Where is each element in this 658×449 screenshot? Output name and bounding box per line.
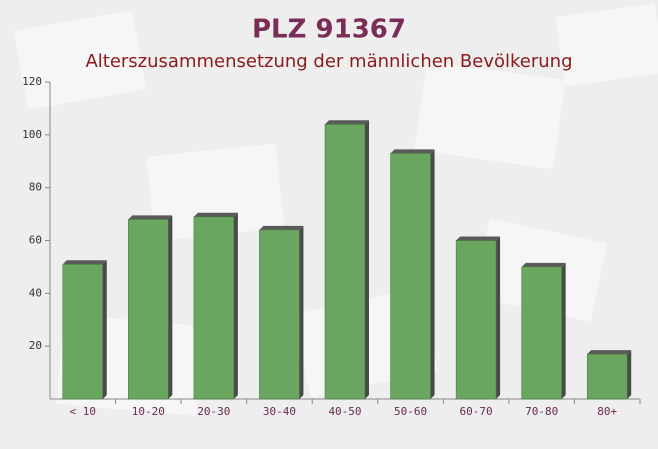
bar-side: [430, 149, 435, 399]
x-tick-label: 60-70: [460, 405, 493, 418]
bar: [128, 219, 169, 400]
bar-top: [587, 350, 632, 355]
bar: [259, 229, 300, 400]
bar-top: [521, 262, 566, 267]
x-tick-label: 40-50: [328, 405, 361, 418]
bar-top: [62, 260, 107, 265]
bar: [521, 266, 562, 400]
bar-side: [627, 350, 632, 399]
x-tick-label: < 10: [70, 405, 97, 418]
x-tick-label: 70-80: [525, 405, 558, 418]
bar-side: [561, 262, 566, 399]
bar-top: [325, 120, 369, 125]
x-tick-label: 20-30: [197, 405, 230, 418]
bar-side: [299, 225, 304, 399]
y-tick-label: 20: [29, 339, 42, 352]
bar: [455, 240, 497, 400]
bar-top: [128, 215, 173, 220]
chart-title: PLZ 91367: [252, 15, 406, 45]
bar: [324, 124, 366, 400]
bar: [586, 353, 628, 400]
bar: [193, 216, 235, 400]
bar-side: [496, 236, 501, 399]
x-tick-label: 50-60: [394, 405, 427, 418]
x-tick-label: 30-40: [263, 405, 296, 418]
y-tick-label: 60: [29, 234, 42, 247]
y-tick-label: 100: [22, 128, 42, 141]
bar: [390, 153, 431, 400]
y-tick-label: 40: [29, 286, 42, 299]
y-tick-label: 120: [22, 75, 42, 88]
bar: [62, 264, 104, 400]
bar-side: [233, 212, 238, 399]
bar-side: [168, 215, 173, 399]
x-tick-label: 80+: [597, 405, 617, 418]
bar-side: [364, 120, 369, 400]
bar-side: [102, 260, 107, 399]
bar-top: [456, 236, 501, 241]
chart-subtitle: Alterszusammensetzung der männlichen Bev…: [85, 51, 572, 72]
bar-top: [390, 149, 435, 154]
y-tick-label: 80: [29, 181, 42, 194]
x-tick-label: 10-20: [132, 405, 165, 418]
bar-top: [193, 212, 238, 217]
bar-top: [259, 225, 304, 230]
